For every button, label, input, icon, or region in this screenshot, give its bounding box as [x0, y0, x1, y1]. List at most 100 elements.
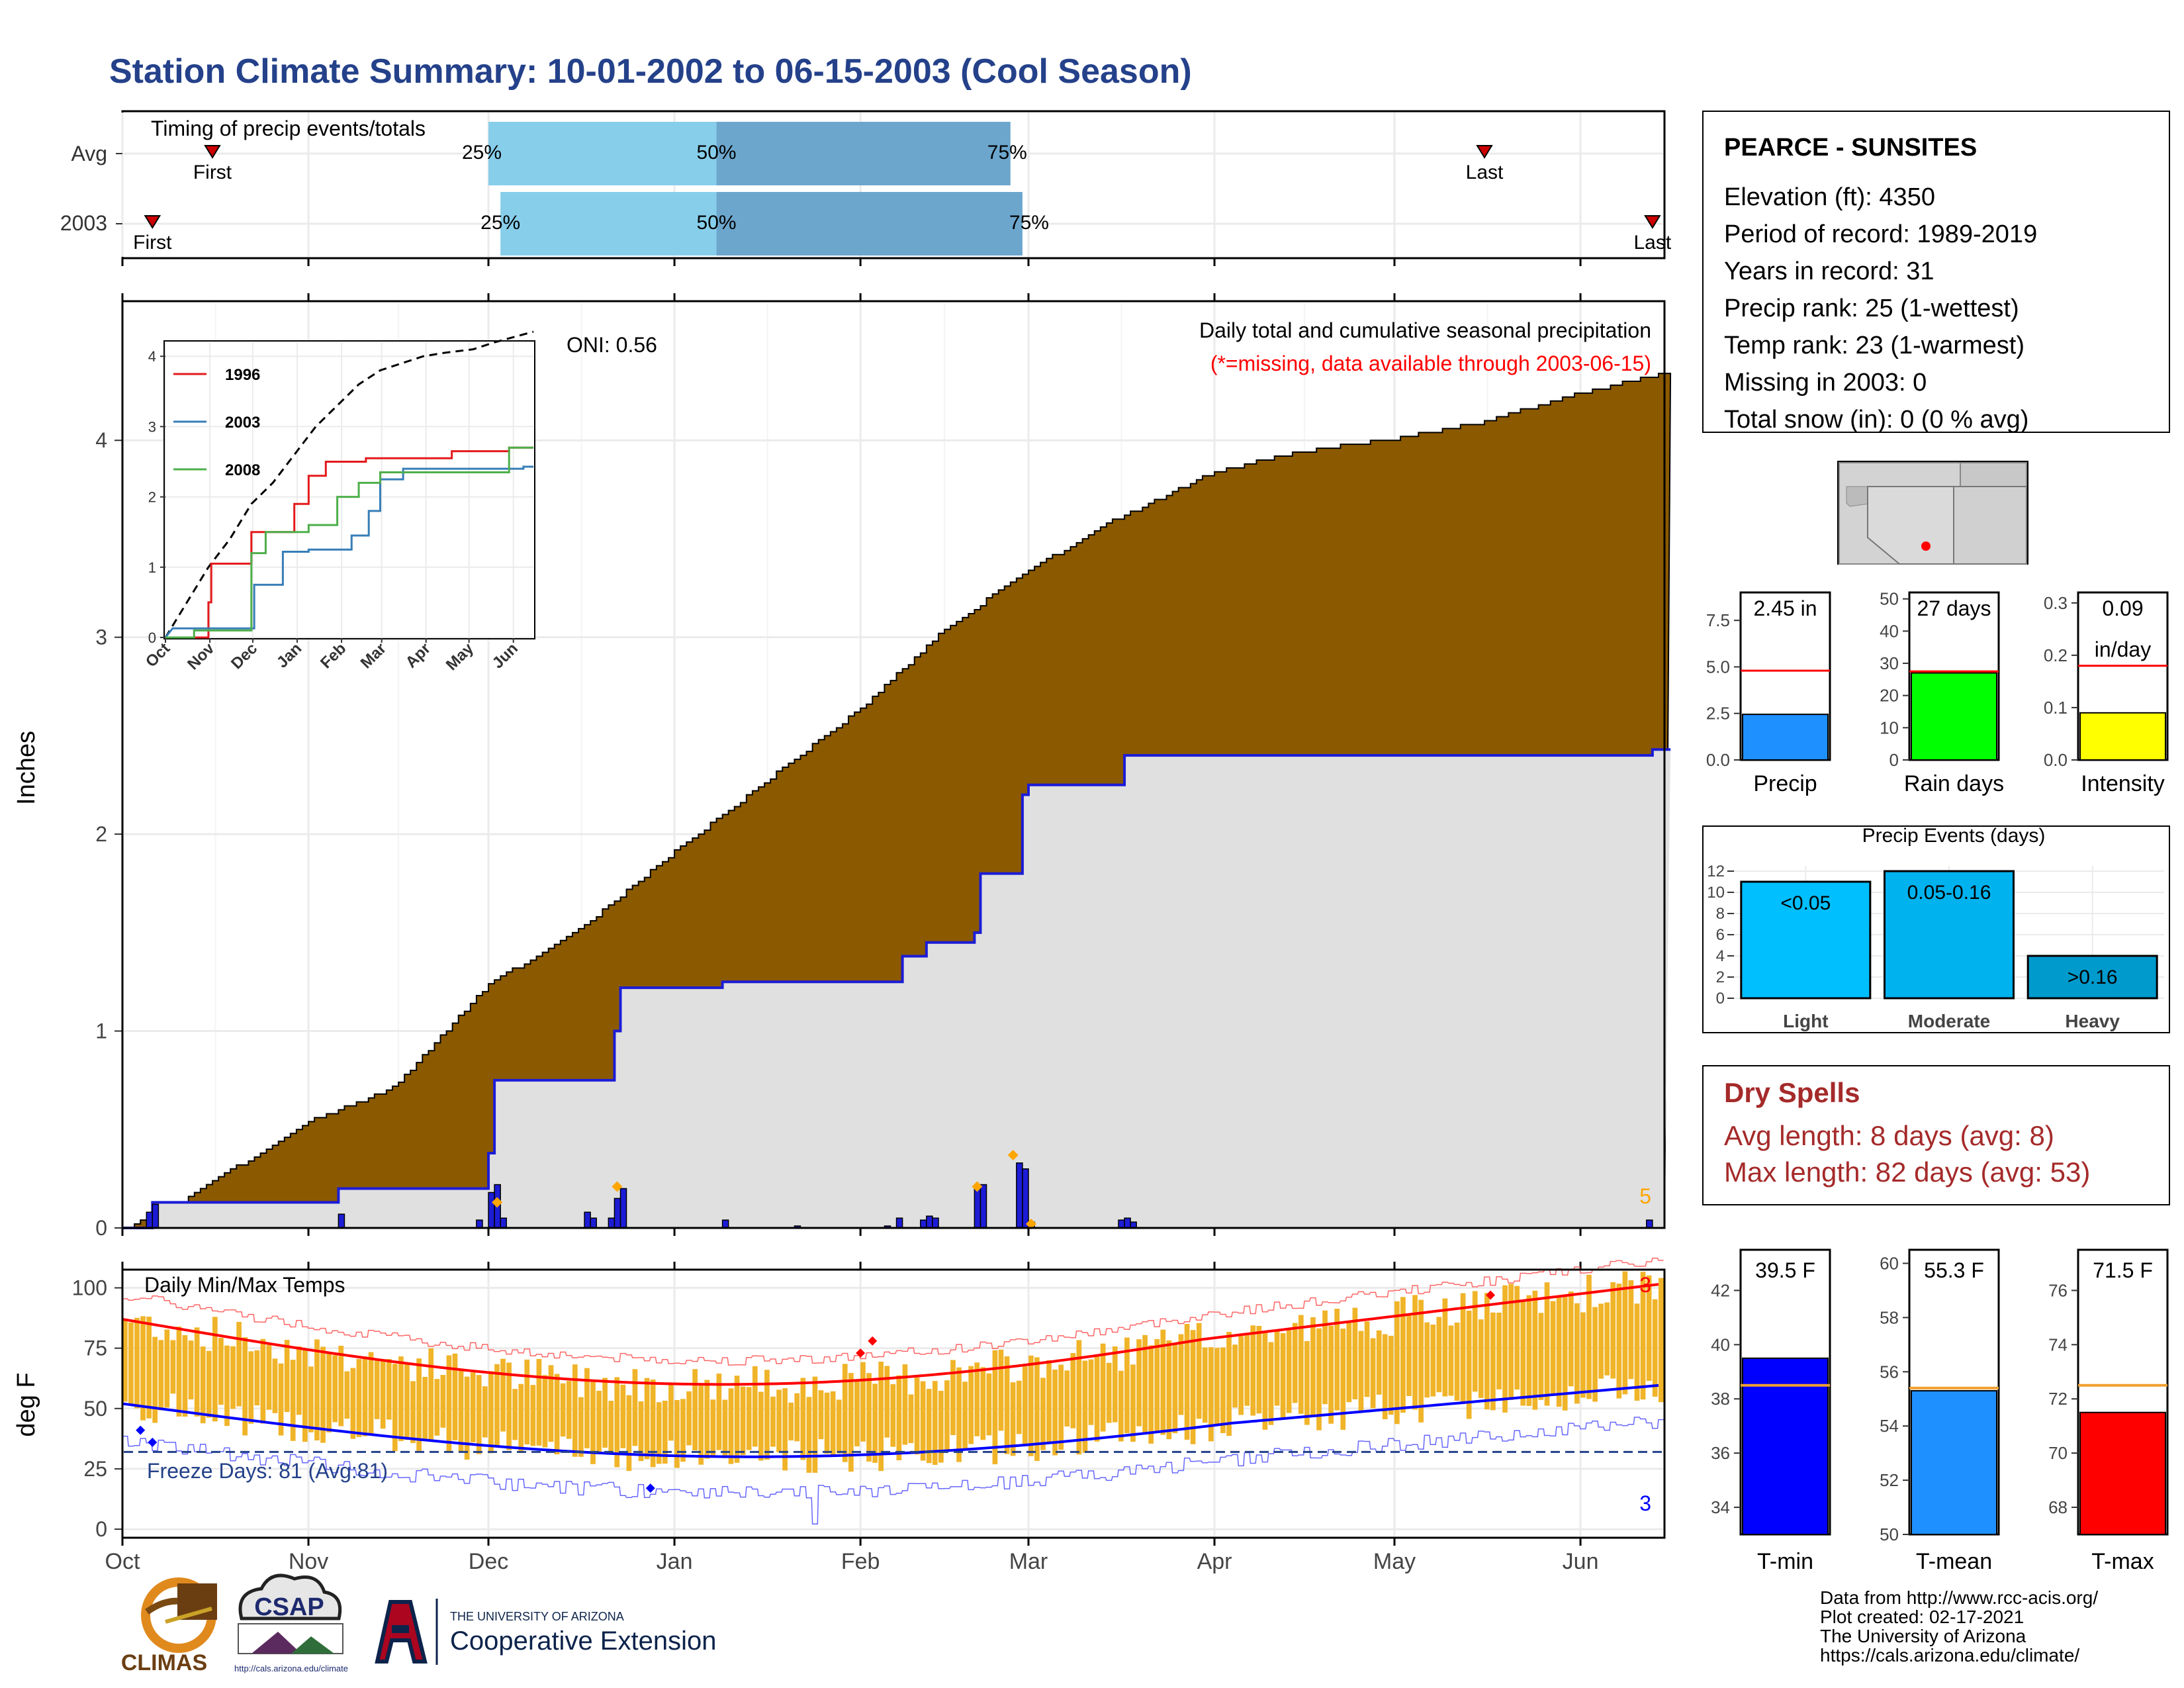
station-line: Temp rank: 23 (1-warmest): [1724, 332, 2025, 359]
temp-box-tick-label: 52: [1880, 1470, 1899, 1490]
daily-temp-bar: [446, 1355, 452, 1453]
daily-precip-marker: [1025, 1219, 1036, 1230]
daily-temp-bar: [1430, 1324, 1436, 1397]
daily-precip-bar: [488, 1192, 495, 1229]
daily-temp-bar: [1118, 1370, 1124, 1442]
oni-label: ONI: 0.56: [567, 333, 657, 357]
daily-temp-bar: [1136, 1339, 1142, 1427]
inset-legend-label: 2003: [225, 414, 260, 432]
season-cumulative-area: [122, 749, 1671, 1228]
events-ytick-label: 0: [1716, 990, 1725, 1008]
daily-temp-bar: [1550, 1301, 1556, 1394]
season-mini-bars: 0.0 2.5 5.0 7.5 2.45 in Precip 0 10 20 30 40 50 27 d…: [1706, 589, 2169, 796]
freeze-days-label: Freeze Days: 81 (Avg:81): [147, 1459, 388, 1483]
daily-temp-bar: [1274, 1330, 1280, 1406]
daily-temp-bar: [1124, 1337, 1130, 1434]
daily-temp-bar: [776, 1389, 782, 1452]
mini-bar-tick-label: 10: [1880, 718, 1899, 737]
daily-temp-bar: [1010, 1382, 1016, 1456]
daily-temp-bar: [212, 1317, 218, 1422]
daily-temp-bar: [1094, 1355, 1100, 1442]
daily-temp-bar: [662, 1400, 668, 1464]
events-ytick-label: 10: [1707, 884, 1725, 902]
temp-box-tick-label: 60: [1880, 1253, 1899, 1273]
mini-bar-tick-label: 0.1: [2044, 698, 2068, 718]
daily-temp-bar: [1520, 1300, 1526, 1406]
daily-temp-bar: [482, 1386, 488, 1438]
daily-temp-bar: [1388, 1335, 1394, 1415]
daily-temp-bar: [860, 1362, 866, 1442]
daily-temp-bar: [380, 1360, 386, 1429]
temp-box-value: [1742, 1357, 1829, 1536]
daily-temp-bar: [1634, 1303, 1640, 1401]
daily-temp-bar: [368, 1352, 374, 1434]
timing-pct-label: 25%: [462, 142, 502, 164]
temperature-summary-bars: 34 36 38 40 42 39.5 F T-min 50 52 54 56 58 60 55.3 F T…: [1711, 1248, 2169, 1574]
daily-temp-bar: [248, 1351, 254, 1424]
daily-temp-bar: [1316, 1328, 1322, 1430]
daily-precip-bar: [476, 1219, 483, 1229]
daily-temp-bar: [470, 1372, 476, 1442]
daily-temp-bar: [1352, 1307, 1358, 1399]
daily-temp-bar: [1280, 1333, 1286, 1418]
inset-ytick-label: 2: [148, 489, 156, 506]
daily-precip-marker: [1007, 1149, 1019, 1160]
daily-temp-bar: [548, 1365, 554, 1442]
mini-bar-tick-label: 0.0: [2044, 750, 2068, 770]
station-line: Precip rank: 25 (1-wettest): [1724, 295, 2019, 322]
credit-line: The University of Arizona: [1820, 1626, 2026, 1646]
daily-temp-bar: [1466, 1310, 1472, 1419]
daily-temp-bar: [794, 1393, 800, 1442]
daily-temp-bar: [1646, 1275, 1652, 1382]
daily-temp-bar: [1076, 1340, 1082, 1455]
daily-temp-bar: [1334, 1309, 1340, 1411]
temp-box-value-label: 55.3 F: [1924, 1258, 1984, 1282]
month-axis-label: Apr: [1197, 1549, 1232, 1574]
daily-temp-bar: [1310, 1317, 1316, 1417]
timing-pct-label: 75%: [1009, 212, 1049, 234]
daily-temp-bar: [884, 1366, 890, 1438]
mini-bar-value-label: 0.09: [2102, 596, 2143, 620]
daily-temp-bar: [638, 1401, 644, 1462]
events-category-label: Moderate: [1908, 1011, 1990, 1031]
mini-bar-tick-label: 7.5: [1706, 610, 1730, 630]
daily-temp-bar: [1412, 1295, 1418, 1410]
daily-temp-bar: [296, 1346, 302, 1415]
mini-bar-category-label: Precip: [1753, 771, 1817, 796]
daily-temp-bar: [590, 1382, 596, 1464]
month-axis-label: Feb: [841, 1549, 880, 1574]
daily-temp-bar: [614, 1377, 620, 1468]
daily-precip-marker: [612, 1181, 623, 1192]
daily-temp-bar: [536, 1358, 542, 1446]
daily-temp-bar: [866, 1373, 872, 1462]
season-cumulative-line: [122, 748, 1671, 1229]
daily-temp-bar: [1304, 1340, 1310, 1425]
daily-precip-bar: [152, 1203, 159, 1229]
daily-temp-bar: [410, 1381, 416, 1443]
daily-temp-bar: [578, 1397, 584, 1457]
temp-box-tick-label: 50: [1880, 1524, 1899, 1544]
daily-temp-bar: [1604, 1302, 1610, 1376]
dry-spells-box: Dry Spells Avg length: 8 days (avg: 8) M…: [1702, 1065, 2170, 1205]
ua-logo-big-text: Cooperative Extension: [450, 1626, 716, 1656]
daily-temp-bar: [230, 1346, 236, 1409]
mini-bar-tick-label: 5.0: [1706, 657, 1730, 677]
csap-logo-url: http://cals.arizona.edu/climate: [234, 1664, 348, 1673]
daily-temp-bar: [1622, 1271, 1628, 1395]
daily-temp-bar: [1490, 1312, 1496, 1411]
daily-temp-bar: [716, 1373, 722, 1450]
temp-ytick-label: 100: [72, 1276, 107, 1300]
daily-temp-bar: [1544, 1282, 1550, 1406]
daily-temp-bar: [1328, 1325, 1334, 1424]
record-high-marker: [868, 1336, 878, 1346]
avg-max-temp-line: [122, 1283, 1659, 1386]
mini-bar-value-label: 2.45 in: [1753, 596, 1817, 620]
daily-precip-bar: [584, 1211, 591, 1229]
inset-series-line: [165, 446, 533, 639]
daily-temp-bar: [698, 1385, 704, 1465]
daily-temp-bar: [692, 1369, 698, 1451]
timing-event-label: First: [193, 162, 232, 183]
timing-bar-upper: [716, 122, 1011, 185]
daily-temp-bar: [374, 1360, 380, 1419]
events-bar: [1740, 880, 1872, 1000]
